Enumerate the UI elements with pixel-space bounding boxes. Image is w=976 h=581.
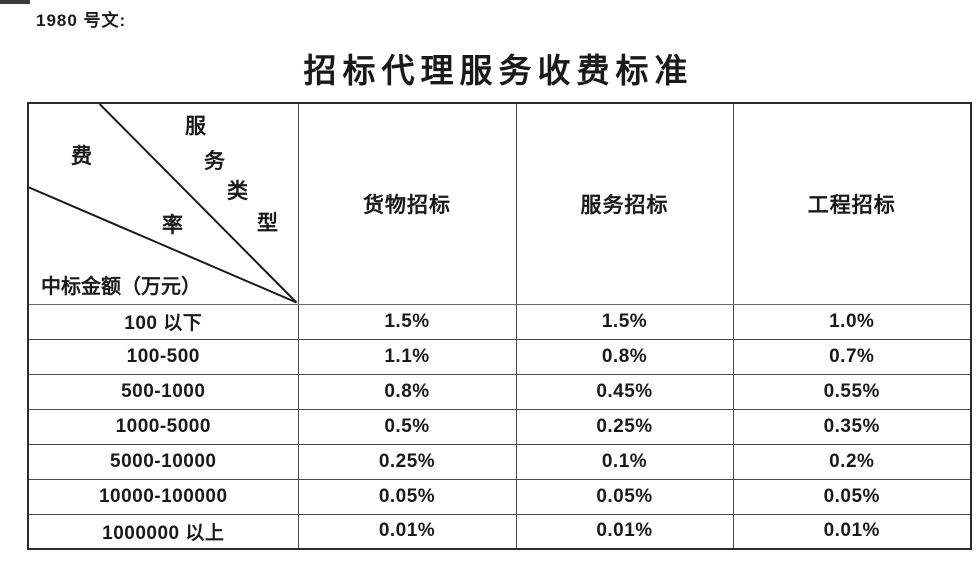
- rate-cell: 0.5%: [297, 408, 517, 445]
- rate-cell: 0.01%: [732, 513, 972, 550]
- amount-range-cell: 100 以下: [27, 303, 299, 340]
- corner-label-rate: 率: [162, 213, 183, 237]
- rate-cell: 0.01%: [297, 513, 517, 550]
- corner-label-service-char-3: 类: [227, 179, 248, 203]
- rate-cell: 0.05%: [732, 478, 972, 515]
- table-row: 1000-5000 0.5% 0.25% 0.35%: [27, 408, 972, 445]
- corner-label-service-char-1: 服: [185, 114, 206, 138]
- rate-cell: 0.2%: [732, 443, 972, 480]
- rate-cell: 0.45%: [515, 373, 734, 410]
- rate-cell: 0.05%: [297, 478, 517, 515]
- corner-label-fee: 费: [71, 144, 92, 168]
- amount-range-cell: 500-1000: [27, 373, 299, 410]
- table-row: 1000000 以上 0.01% 0.01% 0.01%: [27, 513, 972, 550]
- column-header-service-bidding: 服务招标: [515, 102, 734, 305]
- corner-label-service-char-2: 务: [204, 149, 225, 173]
- table-row: 5000-10000 0.25% 0.1% 0.2%: [27, 443, 972, 480]
- rate-cell: 1.0%: [732, 303, 972, 340]
- table-row: 500-1000 0.8% 0.45% 0.55%: [27, 373, 972, 410]
- doc-number-label: 1980 号文:: [36, 11, 127, 30]
- table-row: 100 以下 1.5% 1.5% 1.0%: [27, 303, 972, 340]
- rate-cell: 0.1%: [515, 443, 734, 480]
- rate-cell: 0.25%: [515, 408, 734, 445]
- fee-table-body: 100 以下 1.5% 1.5% 1.0% 100-500 1.1% 0.8% 0.7% 500…: [27, 303, 972, 550]
- page-title: 招标代理服务收费标准: [303, 54, 694, 90]
- table-row: 100-500 1.1% 0.8% 0.7%: [27, 338, 972, 375]
- fee-table: 费 服 务 类 型 率 中标金额（万元） 货物招标 服务招标 工程招标 100 …: [27, 102, 972, 550]
- table-row: 10000-100000 0.05% 0.05% 0.05%: [27, 478, 972, 515]
- corner-mark: [0, 0, 30, 4]
- rate-cell: 0.35%: [732, 408, 972, 445]
- rate-cell: 0.01%: [515, 513, 734, 550]
- amount-range-cell: 1000000 以上: [27, 513, 299, 550]
- table-header-row: 费 服 务 类 型 率 中标金额（万元） 货物招标 服务招标 工程招标: [27, 102, 972, 305]
- rate-cell: 1.5%: [297, 303, 517, 340]
- rate-cell: 0.05%: [515, 478, 734, 515]
- rate-cell: 0.25%: [297, 443, 517, 480]
- column-header-goods-bidding: 货物招标: [297, 102, 517, 305]
- rate-cell: 0.55%: [732, 373, 972, 410]
- corner-label-amount: 中标金额（万元）: [41, 276, 201, 298]
- rate-cell: 1.5%: [515, 303, 734, 340]
- corner-label-service-char-4: 型: [257, 211, 278, 235]
- rate-cell: 0.7%: [732, 338, 972, 375]
- diagonal-divider-lines: [29, 104, 297, 303]
- column-header-works-bidding: 工程招标: [732, 102, 972, 305]
- amount-range-cell: 1000-5000: [27, 408, 299, 445]
- rate-cell: 1.1%: [297, 338, 517, 375]
- rate-cell: 0.8%: [297, 373, 517, 410]
- corner-header-cell: 费 服 务 类 型 率 中标金额（万元）: [27, 102, 299, 305]
- amount-range-cell: 100-500: [27, 338, 299, 375]
- amount-range-cell: 10000-100000: [27, 478, 299, 515]
- rate-cell: 0.8%: [515, 338, 734, 375]
- amount-range-cell: 5000-10000: [27, 443, 299, 480]
